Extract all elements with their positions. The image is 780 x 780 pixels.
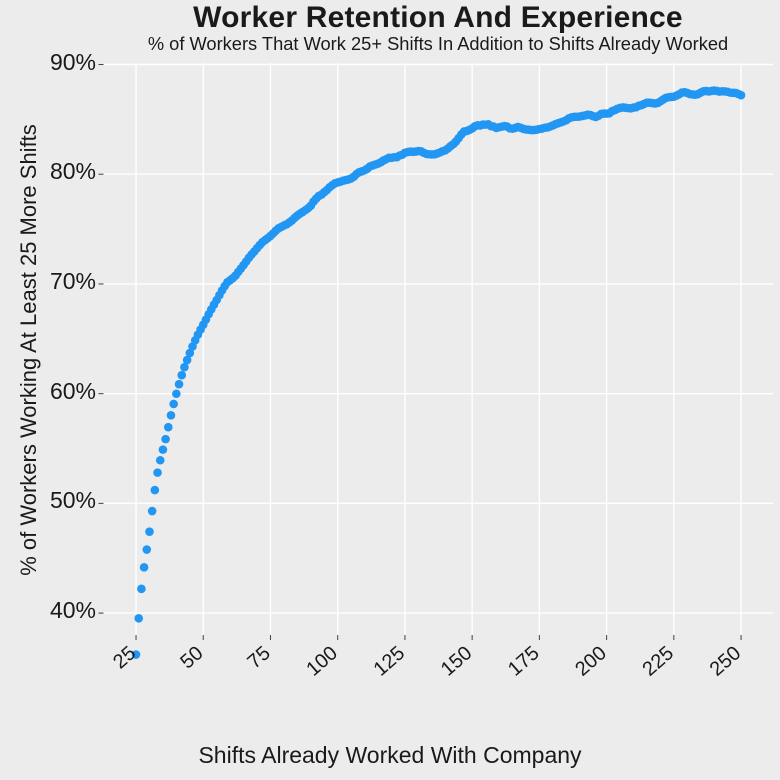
svg-text:250: 250 [706,642,746,680]
svg-text:200: 200 [571,642,611,680]
svg-text:225: 225 [638,642,678,680]
svg-text:50: 50 [176,642,207,673]
svg-text:125: 125 [370,642,410,680]
svg-text:75: 75 [244,642,275,673]
svg-text:150: 150 [437,642,477,680]
svg-text:25: 25 [109,642,140,673]
svg-text:100: 100 [302,642,342,680]
svg-text:175: 175 [504,642,544,680]
